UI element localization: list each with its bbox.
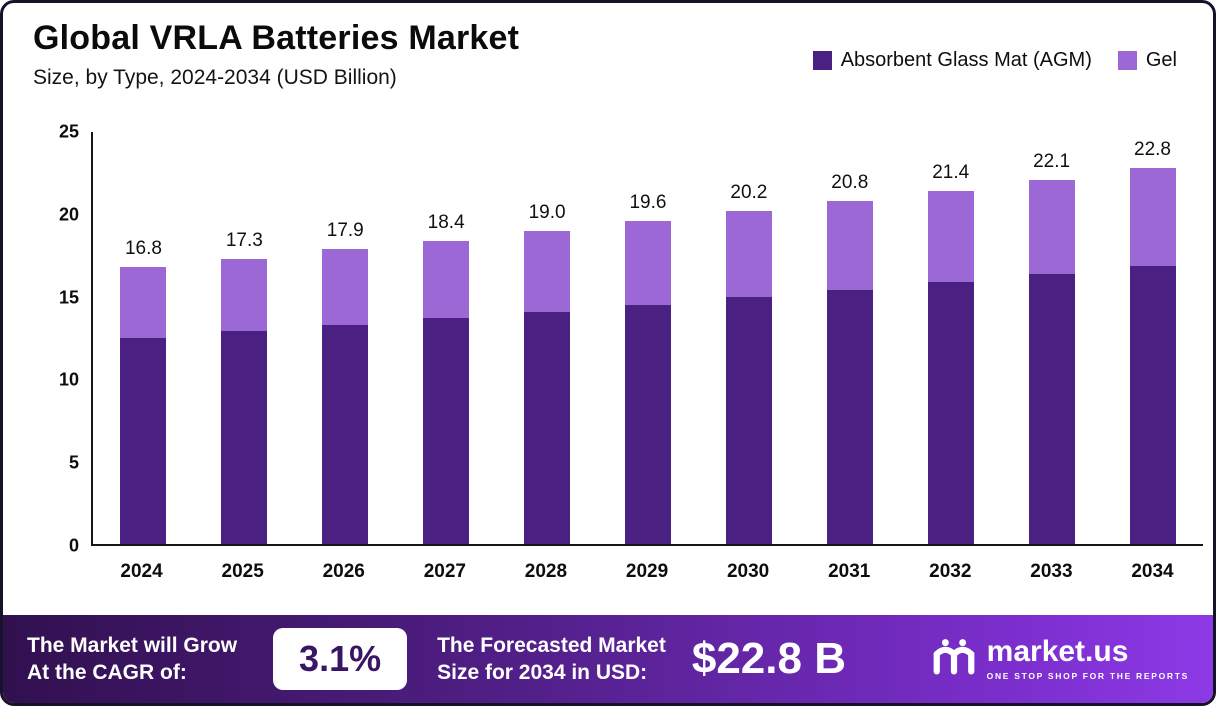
bar-segment-gel [1129,168,1176,266]
plot-area: 16.8 17.3 17.9 18.4 19.0 19.6 20.2 20.8 21.4 22.1… [91,132,1203,546]
bar-segment-gel [221,258,268,332]
x-tick-label: 2027 [423,561,466,582]
legend-label: Absorbent Glass Mat (AGM) [840,49,1092,71]
bar-group-2030: 20.2 [698,132,799,544]
bar-total-label: 19.0 [528,201,566,223]
chart-header: Global VRLA Batteries Market Size, by Ty… [33,19,519,90]
x-tick-label: 2025 [221,561,264,582]
bar-total-label: 22.8 [1134,139,1171,161]
bar-total-label: 21.4 [932,162,970,184]
forecast-label: The Forecasted Market Size for 2034 in U… [437,632,666,687]
bar-total-label: 20.8 [831,172,869,194]
forecast-value: $22.8 B [691,634,846,683]
y-tick-label: 10 [58,369,79,390]
brand-tagline: ONE STOP SHOP FOR THE REPORTS [986,671,1189,681]
bar-segment-gel [624,221,671,306]
bar-segment-agm [624,305,671,544]
x-tick-label: 2033 [1030,561,1073,582]
y-tick-label: 20 [58,204,79,225]
legend: Absorbent Glass Mat (AGM) Gel [812,49,1177,72]
bar-total-label: 18.4 [427,211,465,233]
brand-text: market.us ONE STOP SHOP FOR THE REPORTS [986,635,1189,682]
bar-segment-gel [826,201,873,291]
cagr-label: The Market will Grow At the CAGR of: [27,632,237,687]
bar-group-2027: 18.4 [396,132,497,544]
legend-item-1: Gel [1117,49,1177,72]
bar-segment-gel [322,249,369,325]
bar-group-2034: 22.8 [1102,132,1203,544]
bar-segment-agm [322,324,369,544]
legend-item-0: Absorbent Glass Mat (AGM) [812,49,1092,72]
bar-segment-agm [524,311,571,544]
x-tick-label: 2029 [625,561,669,582]
bar-segment-agm [221,331,268,544]
bar-total-label: 17.9 [326,220,364,242]
bar-segment-gel [120,267,167,338]
x-tick-label: 2031 [828,561,871,582]
bar-group-2025: 17.3 [194,132,295,544]
legend-label: Gel [1145,49,1177,71]
bar-total-label: 19.6 [629,192,667,213]
legend-swatch-icon [1117,51,1137,70]
y-tick-label: 25 [58,121,79,142]
bar-group-2032: 21.4 [900,132,1001,544]
bar-segment-gel [524,230,571,312]
x-axis: 2024 2025 2026 2027 2028 2029 2030 2031 2032 2033… [91,561,1203,583]
brand-lockup: market.us ONE STOP SHOP FOR THE REPORTS [931,637,1189,682]
y-axis: 0 5 10 15 20 25 [3,122,79,556]
bar-group-2033: 22.1 [1001,132,1102,544]
x-tick-label: 2034 [1131,561,1174,582]
bar-group-2026: 17.9 [295,132,396,544]
bar-segment-agm [1129,265,1176,544]
bar-segment-agm [423,318,470,544]
marketus-logo-icon [931,637,977,682]
bar-total-label: 16.8 [124,238,162,260]
bar-group-2031: 20.8 [799,132,900,544]
legend-swatch-icon [812,51,832,70]
y-tick-label: 15 [58,287,79,308]
x-tick-label: 2028 [524,561,568,582]
bar-segment-agm [826,290,873,544]
bar-group-2028: 19.0 [497,132,598,544]
footer-banner: The Market will Grow At the CAGR of: 3.1… [3,615,1213,703]
x-tick-label: 2026 [322,561,365,582]
forecast-label-line1: The Forecasted Market [437,633,666,657]
chart-title: Global VRLA Batteries Market [33,19,520,57]
forecast-label-line2: Size for 2034 in USD: [437,661,648,684]
chart-subtitle: Size, by Type, 2024-2034 (USD Billion) [33,66,397,89]
bar-segment-agm [1028,273,1075,544]
brand-name: market.us [986,635,1129,668]
bar-group-2029: 19.6 [598,132,699,544]
bar-segment-gel [927,191,974,282]
y-tick-label: 5 [68,452,79,473]
x-tick-label: 2030 [726,561,770,582]
bar-segment-agm [725,296,772,544]
bar-segment-gel [725,211,772,297]
bar-segment-gel [1028,179,1075,274]
bar-group-2024: 16.8 [93,132,194,544]
bar-total-label: 17.3 [225,229,263,251]
x-tick-label: 2024 [120,561,163,582]
bar-total-label: 20.2 [730,182,768,204]
bar-segment-agm [927,281,974,544]
cagr-value-badge: 3.1% [273,628,408,690]
bars-container: 16.8 17.3 17.9 18.4 19.0 19.6 20.2 20.8 21.4 22.1… [93,132,1203,544]
bar-segment-gel [423,240,470,319]
x-tick-label: 2032 [929,561,972,582]
cagr-label-line2: At the CAGR of: [27,661,187,684]
cagr-label-line1: The Market will Grow [27,633,238,657]
bar-total-label: 22.1 [1033,150,1071,172]
bar-segment-agm [120,338,167,544]
y-tick-label: 0 [68,535,79,556]
